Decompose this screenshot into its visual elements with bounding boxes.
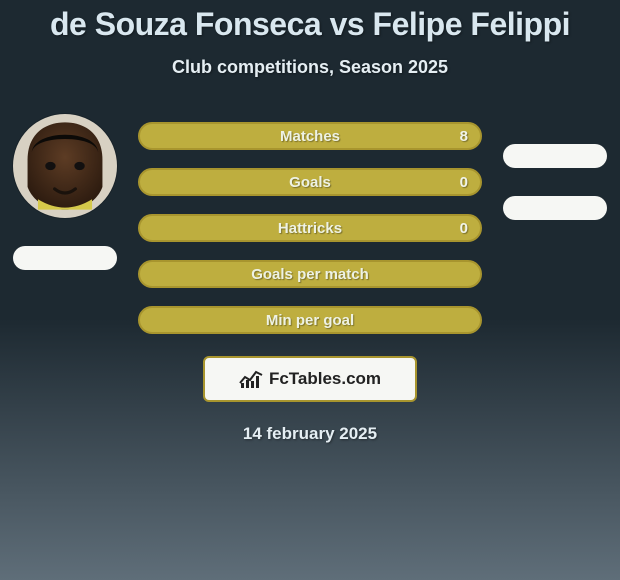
bar-value-left: 8: [460, 128, 468, 145]
stat-bars: Matches 8 Goals 0 Hattricks 0 Goals per …: [138, 122, 482, 334]
page-root: de Souza Fonseca vs Felipe Felippi Club …: [0, 0, 620, 580]
player-right-name-badge-2: [503, 196, 607, 220]
player-left-name-badge: [13, 246, 117, 270]
player-left-col: [10, 116, 120, 270]
date-line: 14 february 2025: [0, 424, 620, 444]
bar-label: Min per goal: [266, 312, 354, 329]
bar-hattricks: Hattricks 0: [138, 214, 482, 242]
avatar-icon: [13, 114, 117, 218]
bar-goals: Goals 0: [138, 168, 482, 196]
player-left-avatar: [13, 114, 117, 218]
bar-gpm: Goals per match: [138, 260, 482, 288]
player-right-col: [500, 116, 610, 220]
bar-value-left: 0: [460, 220, 468, 237]
bar-label: Matches: [280, 128, 340, 145]
bar-value-left: 0: [460, 174, 468, 191]
bar-matches: Matches 8: [138, 122, 482, 150]
chart-icon: [239, 369, 263, 389]
page-title: de Souza Fonseca vs Felipe Felippi: [0, 0, 620, 43]
comparison-row: Matches 8 Goals 0 Hattricks 0 Goals per …: [0, 116, 620, 334]
bar-mpg: Min per goal: [138, 306, 482, 334]
brand-text: FcTables.com: [269, 369, 381, 389]
brand-box: FcTables.com: [203, 356, 417, 402]
bar-label: Goals: [289, 174, 331, 191]
player-right-name-badge: [503, 144, 607, 168]
page-subtitle: Club competitions, Season 2025: [0, 57, 620, 78]
bar-label: Hattricks: [278, 220, 342, 237]
bar-label: Goals per match: [251, 266, 369, 283]
